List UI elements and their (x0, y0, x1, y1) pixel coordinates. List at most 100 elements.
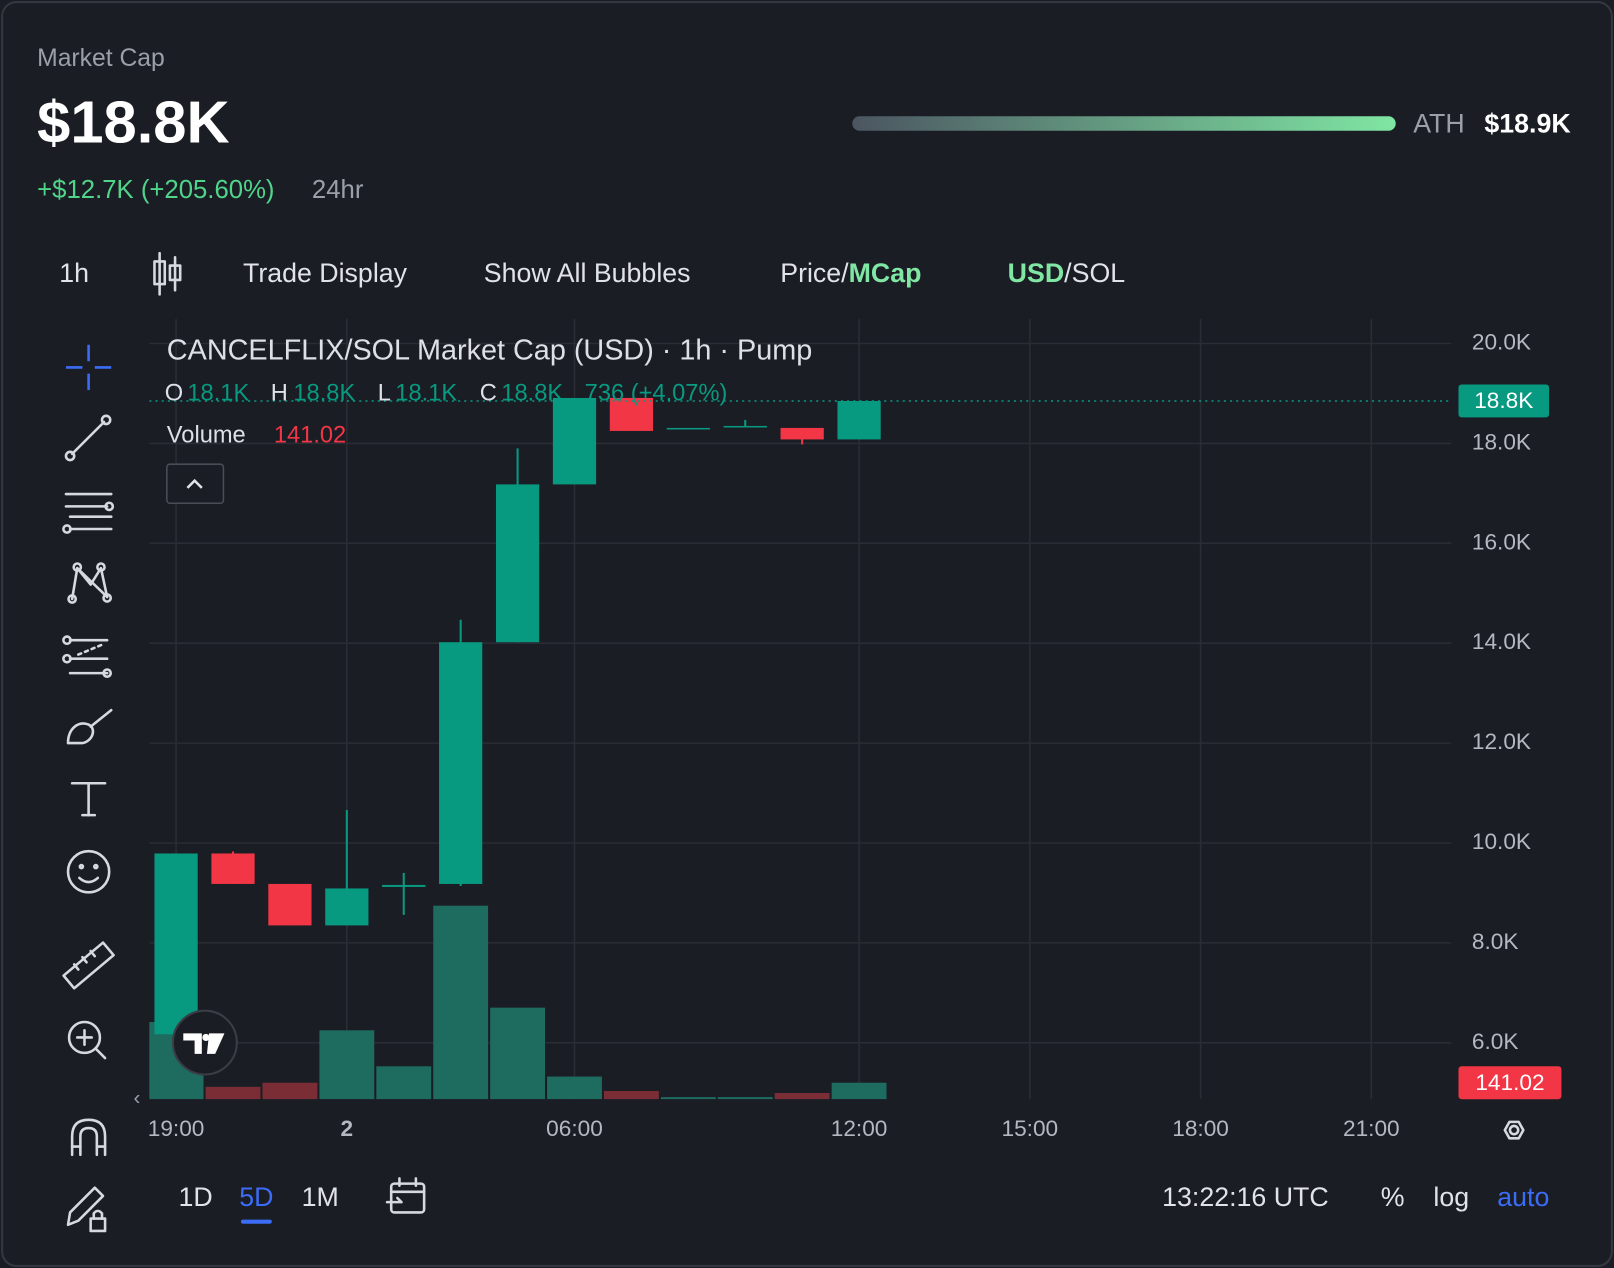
prediction-tool[interactable] (62, 635, 113, 678)
ruler-tool[interactable] (62, 941, 115, 990)
collapse-legend-button[interactable] (166, 463, 225, 505)
pattern-tool[interactable] (67, 562, 113, 604)
emoji-tool[interactable] (66, 849, 111, 894)
date-range-button[interactable] (385, 1177, 426, 1214)
volume-bar (433, 905, 489, 1100)
volume-bar (262, 1082, 318, 1100)
x-tick-label: 15:00 (1002, 1116, 1059, 1141)
y-tick-label: 8.0K (1472, 929, 1519, 954)
candle-body (780, 427, 824, 440)
trendline-tool[interactable] (64, 414, 112, 462)
ohlc-key: O (165, 380, 183, 406)
chart-type-button[interactable] (153, 251, 182, 296)
y-tick-label: 16.0K (1472, 529, 1531, 554)
y-tick-label: 20.0K (1472, 330, 1531, 355)
volume-legend-label: Volume (167, 423, 246, 449)
candle-body (439, 642, 483, 884)
volume-bar (774, 1093, 830, 1100)
tradingview-logo[interactable] (171, 1009, 238, 1076)
candle-body (211, 853, 255, 884)
text-tool[interactable] (70, 781, 107, 817)
mcap-option[interactable]: MCap (849, 258, 922, 288)
magnet-tool[interactable] (70, 1118, 107, 1157)
log-toggle[interactable]: log (1433, 1182, 1469, 1212)
candle-body (382, 884, 426, 887)
x-tick-label: 19:00 (148, 1116, 205, 1141)
percent-toggle[interactable]: % (1381, 1182, 1405, 1212)
drawing-tools (62, 344, 115, 1233)
last-price-box (1458, 384, 1550, 418)
x-tick-label: 12:00 (831, 1116, 888, 1141)
ohlc-value: 18.1K (187, 380, 249, 406)
change-label: 736 (+4.07%) (585, 380, 728, 406)
x-tick-label: 2 (341, 1116, 354, 1141)
y-tick-label: 10.0K (1472, 829, 1531, 854)
candle-body (609, 397, 654, 431)
interval-button[interactable]: 1h (59, 258, 89, 288)
crosshair-tool[interactable] (65, 344, 112, 391)
candle-body (268, 883, 312, 926)
candle-body (666, 427, 710, 430)
trade-display-button[interactable]: Trade Display (243, 258, 408, 288)
header-period: 24hr (312, 176, 364, 204)
settings-button[interactable] (1503, 1120, 1525, 1140)
volume-legend-value: 141.02 (274, 423, 346, 449)
x-tick-label: 06:00 (546, 1116, 603, 1141)
sol-option[interactable]: /SOL (1064, 258, 1125, 288)
y-tick-label: 18.0K (1472, 429, 1531, 454)
header-value: $18.8K (37, 88, 229, 155)
candle-body (837, 400, 881, 440)
candle-body (723, 425, 767, 428)
candle-body (552, 397, 597, 485)
volume-bar (717, 1097, 773, 1100)
volume-bar (319, 1030, 375, 1100)
ohlc-key: C (480, 380, 497, 406)
volume-price-label: 141.02 (1475, 1070, 1544, 1095)
range-button[interactable]: 5D (239, 1182, 273, 1212)
header-label: Market Cap (37, 45, 165, 72)
candle-body (154, 853, 198, 1035)
currency-toggle[interactable]: USD/SOL (1008, 258, 1125, 288)
zoom-tool[interactable] (67, 1020, 107, 1060)
ohlc-value: 18.8K (501, 380, 563, 406)
y-tick-label: 12.0K (1472, 729, 1531, 754)
ath-progress (852, 116, 1396, 131)
last-price-label: 18.8K (1474, 388, 1533, 413)
volume-bar (547, 1076, 602, 1100)
bubbles-button[interactable]: Show All Bubbles (484, 258, 691, 288)
price-mcap-toggle[interactable]: Price/MCap (780, 258, 921, 288)
volume-bar (831, 1082, 887, 1100)
clock: 13:22:16 UTC (1162, 1182, 1329, 1212)
candle-body (495, 484, 540, 643)
ohlc-key: L (378, 380, 391, 406)
price-option[interactable]: Price/ (780, 258, 849, 288)
volume-bar (376, 1066, 432, 1100)
range-button[interactable]: 1M (302, 1182, 339, 1212)
y-tick-label: 14.0K (1472, 629, 1531, 654)
candle-body (325, 888, 369, 926)
fib-tool[interactable] (62, 492, 115, 534)
x-tick-label: 21:00 (1343, 1116, 1400, 1141)
volume-bar (490, 1007, 546, 1100)
volume-bar (603, 1091, 659, 1100)
chart-title: CANCELFLIX/SOL Market Cap (USD) · 1h · P… (167, 335, 812, 367)
ohlc-legend: O 18.1K H 18.8K L 18.1K C 18.8K (165, 380, 564, 406)
volume-bar (205, 1086, 261, 1100)
ath-value: $18.9K (1484, 109, 1571, 139)
auto-toggle[interactable]: auto (1497, 1182, 1549, 1212)
header-change: +$12.7K (+205.60%) (37, 176, 274, 204)
usd-option[interactable]: USD (1008, 258, 1064, 288)
volume-bar (660, 1097, 716, 1100)
lock-drawings-tool[interactable] (66, 1186, 107, 1233)
axes: 6.0K 8.0K 10.0K 12.0K 14.0K 16.0K 18.0K 20.0K 19… (148, 330, 1562, 1141)
scroll-left[interactable]: ‹ (134, 1087, 141, 1110)
x-tick-label: 18:00 (1172, 1116, 1229, 1141)
ohlc-key: H (271, 380, 288, 406)
ath-label: ATH (1413, 109, 1465, 139)
range-button[interactable]: 1D (179, 1182, 213, 1212)
y-tick-label: 6.0K (1472, 1029, 1519, 1054)
brush-tool[interactable] (66, 708, 113, 745)
ohlc-value: 18.8K (293, 380, 355, 406)
